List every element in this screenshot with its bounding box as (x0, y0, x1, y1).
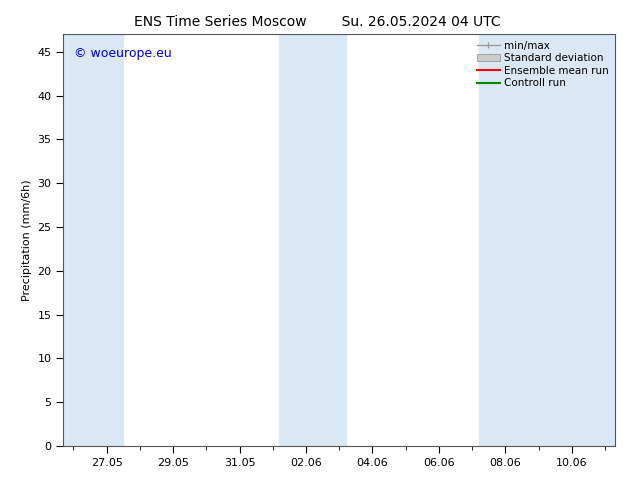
Bar (63, 34, 123, 446)
Bar (280, 34, 346, 446)
Text: ENS Time Series Moscow        Su. 26.05.2024 04 UTC: ENS Time Series Moscow Su. 26.05.2024 04… (134, 15, 500, 29)
Y-axis label: Precipitation (mm/6h): Precipitation (mm/6h) (22, 179, 32, 301)
Text: © woeurope.eu: © woeurope.eu (74, 47, 172, 60)
Legend: min/max, Standard deviation, Ensemble mean run, Controll run: min/max, Standard deviation, Ensemble me… (473, 36, 613, 93)
Bar (479, 34, 615, 446)
